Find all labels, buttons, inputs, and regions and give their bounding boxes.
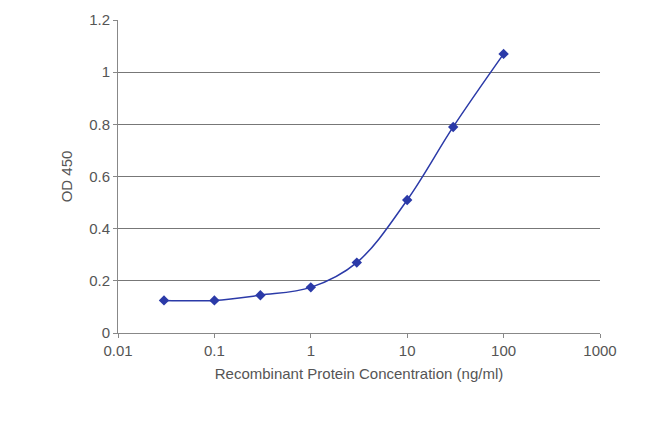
svg-text:1.2: 1.2 <box>89 11 110 28</box>
svg-text:0.6: 0.6 <box>89 168 110 185</box>
svg-text:1000: 1000 <box>583 342 616 359</box>
svg-text:0.8: 0.8 <box>89 116 110 133</box>
svg-text:Recombinant Protein Concentrat: Recombinant Protein Concentration (ng/ml… <box>215 365 503 382</box>
svg-text:100: 100 <box>491 342 516 359</box>
svg-text:1: 1 <box>102 63 110 80</box>
svg-text:10: 10 <box>399 342 416 359</box>
svg-text:OD 450: OD 450 <box>58 151 75 203</box>
svg-text:0.4: 0.4 <box>89 220 110 237</box>
svg-text:0.1: 0.1 <box>204 342 225 359</box>
svg-text:0: 0 <box>102 324 110 341</box>
svg-text:1: 1 <box>307 342 315 359</box>
svg-text:0.2: 0.2 <box>89 272 110 289</box>
svg-text:0.01: 0.01 <box>103 342 132 359</box>
